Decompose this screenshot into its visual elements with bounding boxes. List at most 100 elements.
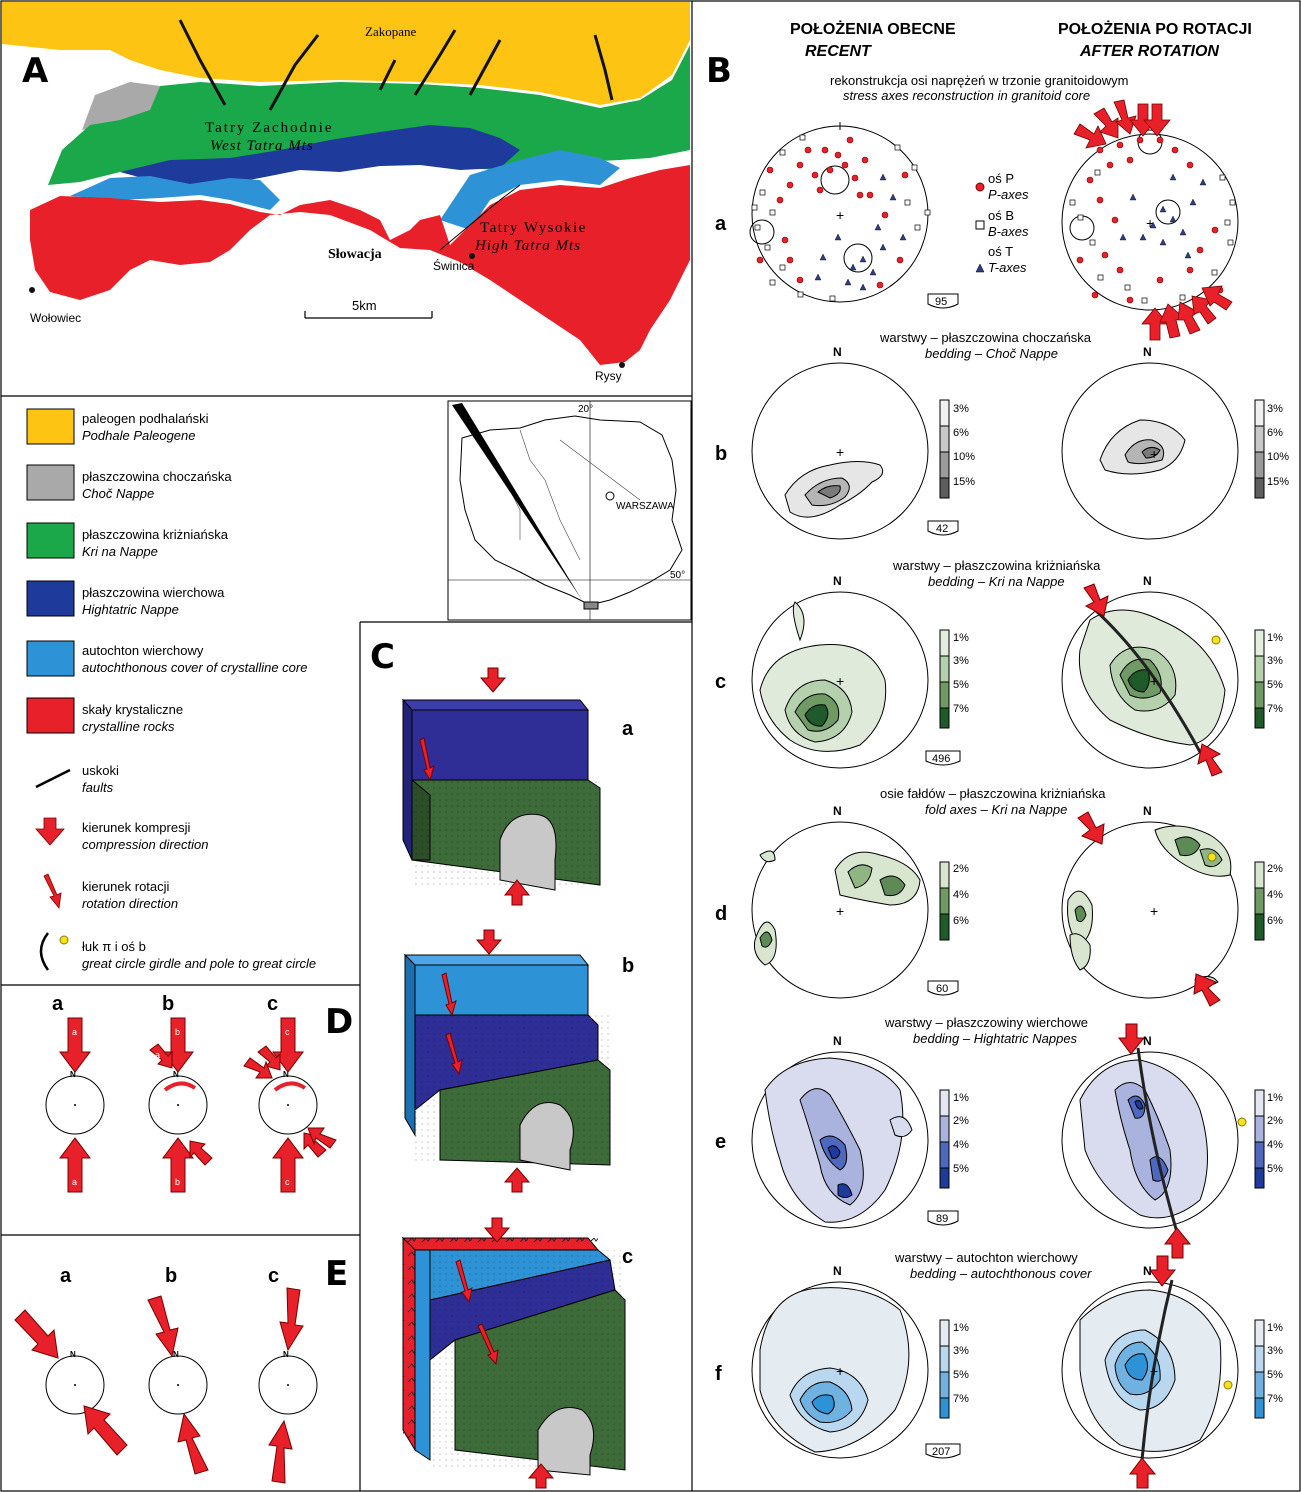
count-box-d <box>927 980 959 996</box>
legend-item-faults: uskoki faults <box>35 763 119 795</box>
svg-text:+: + <box>1150 446 1158 462</box>
panel-b: B POŁOŻENIA OBECNE RECENT POŁOŻENIA PO R… <box>706 20 1289 1489</box>
svg-text:Kri na Nappe: Kri na Nappe <box>82 544 158 559</box>
svg-text:2%: 2% <box>953 863 969 875</box>
svg-text:60: 60 <box>936 983 948 995</box>
legend-item-girdle: łuk π i oś b great circle girdle and pol… <box>39 932 316 971</box>
label-wolowiec: Wołowiec <box>30 311 81 325</box>
svg-text:N: N <box>1143 345 1152 359</box>
svg-text:N: N <box>283 1070 289 1079</box>
stereonet-a-rotated: + <box>1061 99 1239 341</box>
svg-text:10%: 10% <box>953 451 975 463</box>
stereonet-e-rotated: N <box>1061 1023 1247 1259</box>
stereonet-c-recent: N + 496 <box>751 574 961 769</box>
legend-item-compression: kierunek kompresji compression direction <box>35 817 208 852</box>
block-diagram-b <box>403 929 611 1193</box>
stereonet-c-rotated: N + <box>1061 574 1239 777</box>
stereonet-d-c: N c c <box>243 1017 337 1193</box>
svg-text:N: N <box>1143 1264 1152 1278</box>
svg-text:autochthonous cover of crystal: autochthonous cover of crystalline core <box>82 660 307 675</box>
great-circle-line <box>1136 1047 1180 1237</box>
row-d-title-en: fold axes – Kri na Nappe <box>925 802 1067 817</box>
svg-text:15%: 15% <box>1267 476 1289 488</box>
svg-text:7%: 7% <box>1267 703 1283 715</box>
block-diagram-c <box>401 1217 626 1489</box>
stereonet-f-recent: N + 207 <box>751 1264 961 1459</box>
pointer-triangle-icon <box>452 403 582 600</box>
hightatric-area <box>120 125 520 186</box>
map-panel-a: A Zakopane Tatry Zachodnie West Tatra Mt… <box>2 2 690 383</box>
svg-text:płaszczowina kriżniańska: płaszczowina kriżniańska <box>82 527 229 542</box>
column-recent-en: RECENT <box>805 43 872 60</box>
stereonet-d-b: N b b a <box>148 1017 213 1193</box>
svg-text:Podhale Paleogene: Podhale Paleogene <box>82 428 196 443</box>
paleogene-area <box>2 2 690 105</box>
svg-text:płaszczowina choczańska: płaszczowina choczańska <box>82 469 232 484</box>
svg-text:3%: 3% <box>953 403 969 415</box>
t-axis-points <box>814 173 907 291</box>
svg-text:+: + <box>836 903 844 919</box>
legend-item-autochthon: autochton wierchowy autochthonous cover … <box>26 640 307 677</box>
count-box-b <box>927 520 959 536</box>
svg-text:7%: 7% <box>953 1393 969 1405</box>
p-axis-points <box>756 136 909 289</box>
row-letter-c: c <box>715 671 726 693</box>
svg-text:B-axes: B-axes <box>988 224 1029 239</box>
compression-arrows-top <box>1073 99 1171 149</box>
svg-text:P-axes: P-axes <box>988 187 1029 202</box>
panel-d: D a b c N a a N b b a <box>45 993 353 1193</box>
stereonet-b-recent: N + 42 <box>751 345 959 540</box>
svg-text:3%: 3% <box>1267 403 1283 415</box>
row-f-title-pl: warstwy – autochton wierchowy <box>894 1250 1078 1265</box>
crystalline-area <box>30 165 690 365</box>
column-rotation-pl: POŁOŻENIA PO ROTACJI <box>1058 20 1252 38</box>
svg-text:great circle girdle and pole t: great circle girdle and pole to great ci… <box>82 956 316 971</box>
legend-item-krizna: płaszczowina kriżniańska Kri na Nappe <box>26 522 229 559</box>
svg-text:oś P: oś P <box>988 171 1014 186</box>
svg-text:autochton wierchowy: autochton wierchowy <box>82 643 204 658</box>
svg-text:+: + <box>1150 1363 1158 1379</box>
krizna-area <box>48 45 690 185</box>
stereonet-d-rotated: N + <box>1061 804 1239 1007</box>
svg-text:N: N <box>833 1264 842 1278</box>
rotation-arrow-icon <box>43 873 62 909</box>
scale-d-rotated: 2% 4% 6% <box>1254 861 1283 941</box>
svg-text:kierunek rotacji: kierunek rotacji <box>82 879 170 894</box>
label-west-en: West Tatra Mts <box>210 138 314 154</box>
label-rysy: Rysy <box>595 369 622 383</box>
svg-text:płaszczowina wierchowa: płaszczowina wierchowa <box>82 585 225 600</box>
block-label-b: b <box>622 955 634 977</box>
svg-text:4%: 4% <box>953 1139 969 1151</box>
count-box-c <box>925 750 961 766</box>
svg-text:1%: 1% <box>1267 1092 1283 1104</box>
svg-text:6%: 6% <box>953 427 969 439</box>
row-a-title-pl: rekonstrukcja osi naprężeń w trzonie gra… <box>830 73 1128 88</box>
stereonet-e-b: N <box>147 1295 209 1475</box>
legend-item-crystalline: skały krystaliczne crystalline rocks <box>26 697 183 734</box>
great-circle-line <box>1093 608 1202 753</box>
panel-d-sub-b: b <box>162 993 174 1015</box>
svg-text:b: b <box>175 1177 180 1187</box>
panel-e: E a b c N N N <box>14 1254 348 1484</box>
svg-text:T-axes: T-axes <box>988 260 1027 275</box>
svg-text:1%: 1% <box>953 1322 969 1334</box>
svg-text:+: + <box>1146 215 1154 231</box>
count-box-f <box>925 1443 961 1459</box>
svg-text:crystalline rocks: crystalline rocks <box>82 719 175 734</box>
panel-letter-b: B <box>706 51 732 91</box>
legend: paleogen podhalański Podhale Paleogene p… <box>26 408 316 971</box>
block-label-c: c <box>622 1246 633 1268</box>
choc-area <box>82 82 160 130</box>
svg-text:uskoki: uskoki <box>82 763 119 778</box>
svg-text:N: N <box>833 804 842 818</box>
svg-text:5%: 5% <box>1267 1163 1283 1175</box>
legend-item-paleogene: paleogen podhalański Podhale Paleogene <box>26 408 209 445</box>
svg-text:5%: 5% <box>953 1163 969 1175</box>
stereonet-b-rotated: N + <box>1061 345 1239 540</box>
svg-text:5%: 5% <box>1267 679 1283 691</box>
stereonet-d-recent: N + 60 <box>751 804 959 999</box>
b-axis-points <box>751 134 931 302</box>
svg-text:6%: 6% <box>953 915 969 927</box>
